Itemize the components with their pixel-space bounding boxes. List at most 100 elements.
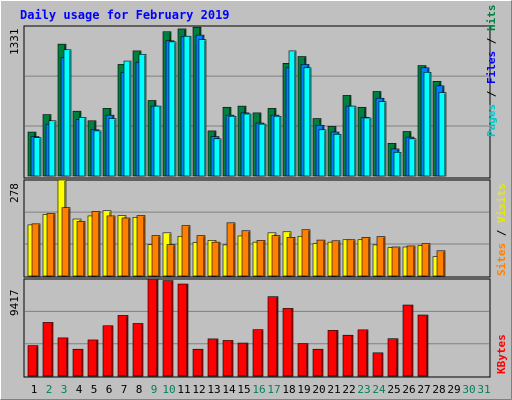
- bar-pages-day-4: [78, 117, 87, 177]
- bar-kbytes-day-19: [297, 343, 309, 377]
- bar-sites-day-6: [106, 215, 116, 277]
- bar-shade: [144, 55, 146, 176]
- x-tick-label-10: 10: [162, 383, 175, 396]
- bar-shade: [291, 309, 293, 376]
- bar-pages-day-14: [228, 115, 237, 177]
- bar-shade: [38, 224, 40, 276]
- bar-kbytes-day-1: [27, 345, 39, 377]
- bar-sites-day-1: [31, 223, 41, 277]
- bar-kbytes-day-9: [147, 278, 159, 377]
- bar-pages-day-1: [33, 137, 42, 177]
- bar-kbytes-day-23: [357, 329, 369, 377]
- bar-shade: [324, 130, 326, 176]
- x-tick-label-26: 26: [402, 383, 415, 396]
- bar-shade: [248, 231, 250, 276]
- bar-shade: [218, 243, 220, 276]
- bar-kbytes-day-2: [42, 322, 54, 377]
- bar-shade: [186, 285, 188, 376]
- panel-kbytes: 9417 KBytes: [8, 278, 508, 378]
- bar-shade: [219, 139, 221, 176]
- bar-shade: [306, 344, 308, 376]
- bar-shade: [264, 125, 266, 176]
- legend-visits: Visits: [495, 183, 508, 223]
- bar-shade: [188, 226, 190, 276]
- x-tick-label-14: 14: [222, 383, 236, 396]
- bar-shade: [234, 117, 236, 176]
- bar-shade: [309, 68, 311, 176]
- x-tick-label-13: 13: [207, 383, 220, 396]
- x-axis-day-labels: 1 2 3 4 5 6 7 8 9 10 11 12 13 14 15 16 17 18 19 20 21 22 23 24 2…: [31, 383, 491, 396]
- bar-pages-day-8: [138, 53, 147, 177]
- bar-shade: [323, 241, 325, 276]
- bar-sites-day-22: [346, 239, 356, 277]
- bar-shade: [278, 236, 280, 276]
- bar-pages-day-12: [198, 39, 207, 177]
- bar-pages-day-2: [48, 120, 57, 177]
- bar-pages-day-25: [393, 152, 402, 177]
- bar-shade: [414, 139, 416, 176]
- bar-kbytes-day-22: [342, 334, 354, 377]
- bar-kbytes-day-8: [132, 323, 144, 377]
- x-tick-label-30: 30: [462, 383, 475, 396]
- bar-shade: [201, 350, 203, 376]
- bar-shade: [293, 238, 295, 276]
- legend-pages: Pages: [485, 104, 498, 137]
- bar-kbytes-day-16: [252, 329, 264, 377]
- x-tick-label-21: 21: [327, 383, 340, 396]
- bars-kbytes: [25, 278, 489, 377]
- bar-shade: [249, 115, 251, 176]
- bar-shade: [156, 280, 158, 376]
- x-tick-label-16: 16: [252, 383, 265, 396]
- bar-shade: [171, 281, 173, 376]
- bar-shade: [294, 51, 296, 177]
- bar-shade: [53, 214, 55, 276]
- bar-kbytes-day-24: [372, 352, 384, 377]
- bar-kbytes-day-3: [57, 337, 69, 377]
- bar-kbytes-day-12: [192, 348, 204, 377]
- x-tick-label-25: 25: [387, 383, 400, 396]
- bar-shade: [384, 102, 386, 176]
- bar-shade: [68, 208, 70, 276]
- bar-shade: [276, 297, 278, 376]
- bar-kbytes-day-21: [327, 330, 339, 377]
- x-tick-label-28: 28: [432, 383, 445, 396]
- bar-shade: [81, 350, 83, 376]
- bar-kbytes-day-13: [207, 338, 219, 377]
- bar-sites-day-21: [331, 240, 341, 277]
- bar-shade: [98, 212, 100, 276]
- x-tick-label-20: 20: [312, 383, 325, 396]
- bar-pages-day-15: [243, 113, 252, 177]
- bar-kbytes-day-4: [72, 348, 84, 377]
- bar-pages-day-16: [258, 123, 267, 177]
- chart-title: Daily usage for February 2019: [20, 8, 230, 22]
- bar-shade: [353, 240, 355, 276]
- bar-sites-day-19: [301, 229, 311, 277]
- bar-sites-day-17: [271, 235, 281, 277]
- bar-kbytes-day-27: [417, 314, 429, 377]
- bar-shade: [203, 236, 205, 276]
- bar-shade: [39, 138, 41, 176]
- x-tick-label-15: 15: [237, 383, 250, 396]
- bar-shade: [128, 218, 130, 276]
- bars-hits-files-pages: [25, 26, 489, 177]
- legend--: /: [495, 223, 508, 243]
- x-tick-label-27: 27: [417, 383, 430, 396]
- bar-kbytes-day-20: [312, 348, 324, 377]
- x-tick-label-17: 17: [267, 383, 280, 396]
- bar-sites-day-25: [391, 246, 401, 277]
- bar-shade: [158, 236, 160, 276]
- x-tick-label-24: 24: [372, 383, 386, 396]
- bar-shade: [36, 346, 38, 376]
- bar-sites-day-16: [256, 240, 266, 277]
- bar-shade: [113, 216, 115, 276]
- bar-pages-day-26: [408, 138, 417, 177]
- y-max-label: 9417: [8, 290, 21, 317]
- bar-shade: [84, 118, 86, 176]
- x-tick-label-12: 12: [192, 383, 205, 396]
- bar-shade: [279, 117, 281, 176]
- bar-shade: [246, 344, 248, 376]
- bar-pages-day-10: [168, 41, 177, 177]
- bar-pages-day-5: [93, 130, 102, 177]
- legend-files: Files: [485, 51, 498, 84]
- bar-shade: [126, 316, 128, 376]
